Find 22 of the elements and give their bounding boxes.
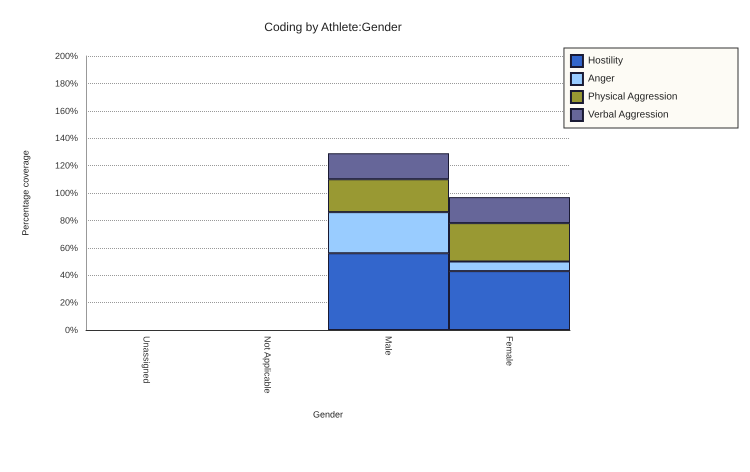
x-tick-label: Female	[504, 336, 514, 366]
y-tick-label: 180%	[54, 78, 78, 88]
x-axis-title: Gender	[312, 410, 344, 420]
legend-label: Hostility	[588, 56, 623, 66]
legend-label: Verbal Aggression	[588, 110, 669, 120]
legend-label: Anger	[588, 74, 616, 84]
y-tick-label: 120%	[54, 160, 78, 171]
x-tick-label: Male	[384, 336, 394, 356]
x-tick-label: Not Applicable	[262, 336, 272, 394]
y-tick-label: 0%	[64, 325, 78, 335]
y-tick-label: 20%	[60, 298, 78, 308]
y-tick-label: 60%	[60, 242, 78, 253]
y-axis-title: Percentage coverage	[20, 150, 30, 236]
chart-title: Coding by Athlete:Gender	[264, 20, 402, 34]
y-tick-label: 160%	[54, 106, 78, 116]
legend-label: Physical Aggression	[588, 92, 678, 102]
y-tick-label: 100%	[54, 188, 78, 198]
x-tick-label: Unassigned	[142, 336, 152, 384]
y-tick-label: 40%	[60, 270, 78, 280]
y-tick-label: 200%	[54, 51, 78, 61]
y-tick-label: 80%	[60, 215, 78, 226]
y-tick-label: 140%	[54, 133, 78, 144]
